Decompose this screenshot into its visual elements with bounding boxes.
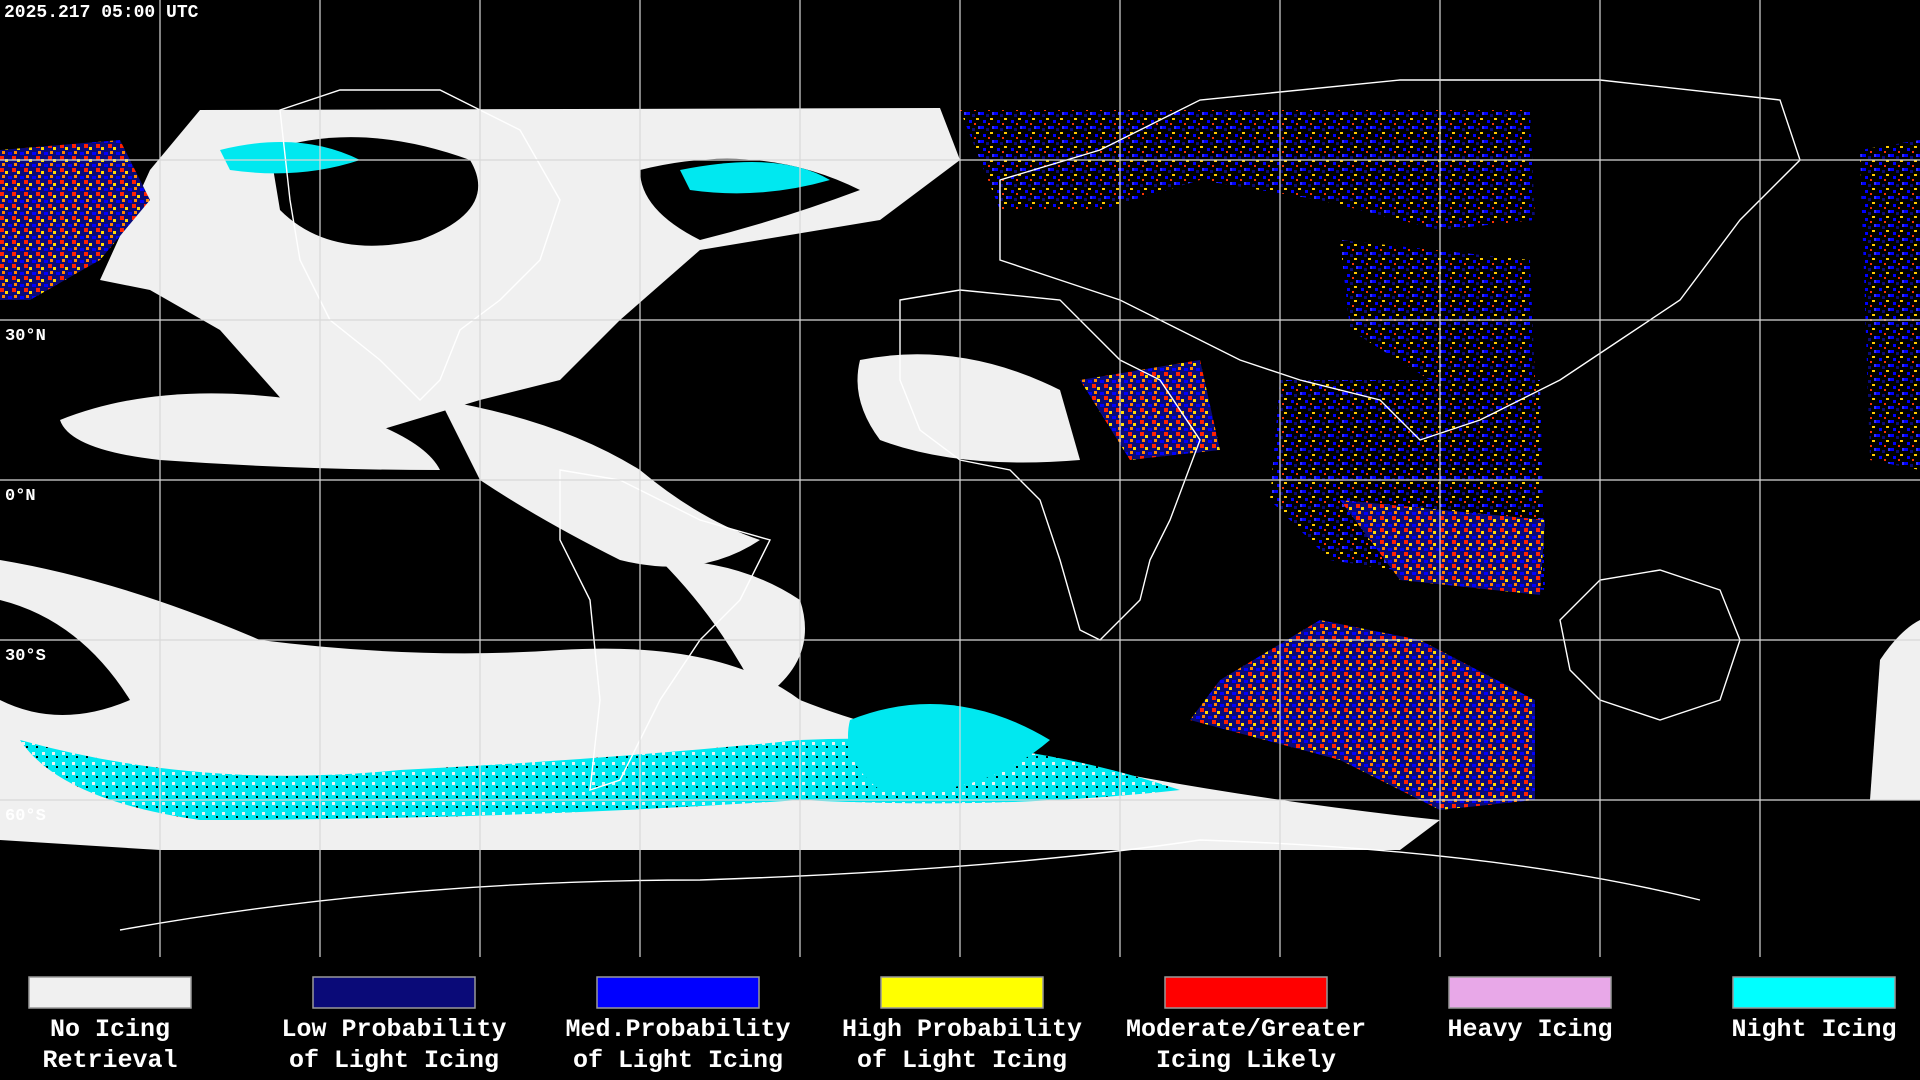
latitude-labels: 30°N 0°N 30°S 60°S bbox=[5, 327, 46, 826]
legend-label: of Light Icing bbox=[857, 1046, 1067, 1075]
legend-swatch bbox=[880, 976, 1044, 1009]
coastlines bbox=[119, 79, 1801, 931]
timestamp: 2025.217 05:00 UTC bbox=[4, 3, 199, 23]
graticule bbox=[0, 0, 1920, 957]
legend-swatch bbox=[1164, 976, 1328, 1009]
legend-label: High Probability bbox=[842, 1015, 1082, 1044]
legend-swatch bbox=[1732, 976, 1896, 1009]
legend-swatch bbox=[312, 976, 476, 1009]
legend-label: of Light Icing bbox=[289, 1046, 499, 1075]
legend-label: Moderate/Greater bbox=[1126, 1015, 1366, 1044]
legend-label: Med.Probability bbox=[565, 1015, 790, 1044]
legend-swatch bbox=[28, 976, 192, 1009]
latitude-label: 30°N bbox=[5, 327, 46, 346]
latitude-label: 0°N bbox=[5, 487, 36, 506]
latitude-label: 60°S bbox=[5, 807, 46, 826]
icing-field bbox=[0, 110, 1920, 810]
legend-swatch bbox=[596, 976, 760, 1009]
legend-label: Icing Likely bbox=[1156, 1046, 1336, 1075]
legend-label: Night Icing bbox=[1731, 1015, 1896, 1044]
legend-swatch bbox=[1448, 976, 1612, 1009]
legend-label: No Icing bbox=[50, 1015, 170, 1044]
cloud-field bbox=[0, 108, 1920, 850]
legend-label: Retrieval bbox=[42, 1046, 177, 1075]
latitude-label: 30°S bbox=[5, 647, 46, 666]
legend-label: Low Probability bbox=[281, 1015, 506, 1044]
legend-label: of Light Icing bbox=[573, 1046, 783, 1075]
legend-label: Heavy Icing bbox=[1447, 1015, 1612, 1044]
